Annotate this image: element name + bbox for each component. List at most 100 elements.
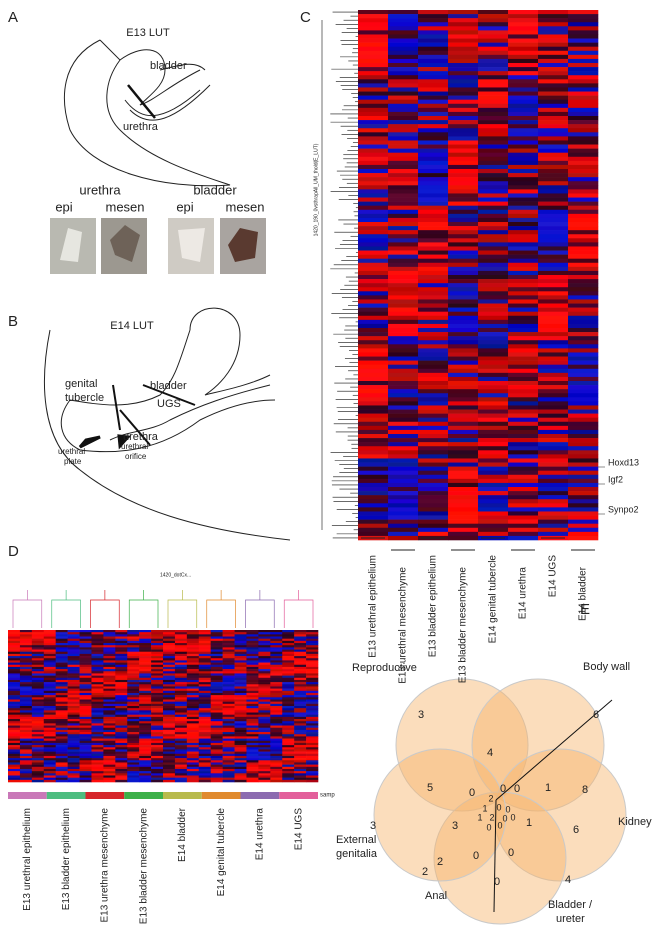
heatmap-cell [43,653,56,657]
heatmap-cell [79,643,92,646]
heatmap-cell [163,647,176,650]
heatmap-cell [79,653,92,657]
heatmap-cell [388,438,419,443]
heatmap-cell [568,450,599,455]
heatmap-cell [186,679,200,683]
heatmap-cell [91,732,104,735]
heatmap-cell [174,662,188,666]
heatmap-cell [67,723,80,726]
heatmap-cell [43,732,56,735]
heatmap-cell [55,736,68,739]
heatmap-cell [538,169,569,174]
heatmap-cell [43,656,56,659]
heatmap-cell [246,760,259,763]
heatmap-cell [282,686,295,689]
venn-count: 6 [593,709,599,721]
heatmap-cell [198,708,211,711]
heatmap-cell [282,706,295,709]
heatmap-cell [186,779,200,783]
heatmap-cell [282,710,295,713]
heatmap-cell [418,376,449,382]
heatmap-cell [151,716,164,720]
heatmap-cell [418,181,449,186]
heatmap-cell [43,697,56,700]
sample-label: E14 bladder [578,566,589,621]
heatmap-cell [246,651,259,655]
heatmap-cell [210,651,223,655]
heatmap-cell [294,764,307,768]
heatmap-cell [127,701,140,705]
heatmap-cell [67,708,80,711]
heatmap-cell [478,466,509,471]
heatmap-cell [127,710,140,713]
heatmap-cell [139,630,152,633]
heatmap-cell [186,671,200,674]
heatmap-cell [43,649,56,653]
heatmap-cell [568,311,599,317]
heatmap-cell [31,643,45,646]
heatmap-cell [538,319,569,325]
heatmap-cell [151,677,164,681]
heatmap-cell [19,723,33,726]
heatmap-cell [246,771,259,774]
heatmap-cell [115,736,128,739]
heatmap-cell [358,38,389,43]
heatmap-cell [388,234,419,239]
heatmap-cell [538,381,569,386]
heatmap-cell [294,760,307,763]
heatmap-cell [67,749,80,752]
heatmap-cell [19,690,33,694]
heatmap-cell [258,779,271,783]
heatmap-cell [234,645,247,648]
heatmap-cell [174,682,188,685]
heatmap-cell [270,703,283,707]
heatmap-cell [222,703,235,707]
heatmap-cell [31,775,45,778]
heatmap-cell [306,751,319,755]
heatmap-cell [67,636,80,639]
heatmap-cell [294,703,307,707]
heatmap-cell [508,144,539,149]
heatmap-cell [103,688,116,692]
heatmap-cell [79,686,92,689]
heatmap-cell [358,152,389,158]
heatmap-cell [198,719,211,722]
dendrogram-branch [90,590,120,628]
heatmap-cell [294,742,307,746]
heatmap-cell [115,669,128,672]
heatmap-cell [246,777,259,781]
label: urethra [123,121,159,133]
heatmap-cell [91,653,104,657]
heatmap-cell [508,405,539,410]
heatmap-cell [139,632,152,635]
heatmap-cell [270,708,283,711]
heatmap-cell [91,684,104,687]
heatmap-cell [448,30,479,35]
heatmap-cell [294,640,307,644]
heatmap-cell [294,758,307,761]
heatmap-cell [508,26,539,31]
heatmap-cell [568,103,599,109]
heatmap-cell [163,645,176,648]
heatmap-cell [246,690,259,694]
heatmap-cell [198,738,211,742]
heatmap-cell [538,344,569,349]
heatmap-cell [508,397,539,402]
heatmap-cell [19,712,33,715]
heatmap-cell [103,760,116,763]
heatmap-cell [538,189,569,194]
heatmap-cell [306,630,319,633]
heatmap-cell [79,771,92,774]
heatmap-cell [163,638,176,642]
dendrogram-c [321,11,358,539]
heatmap-cell [448,181,479,186]
heatmap-cell [31,630,45,633]
heatmap-cell [103,647,116,650]
heatmap-cell [151,742,164,746]
heatmap-cell [151,771,164,774]
heatmap-cell [568,238,599,243]
heatmap-cell [31,684,45,687]
heatmap-cell [294,647,307,650]
heatmap-cell [258,649,271,653]
heatmap-cell [186,684,200,687]
